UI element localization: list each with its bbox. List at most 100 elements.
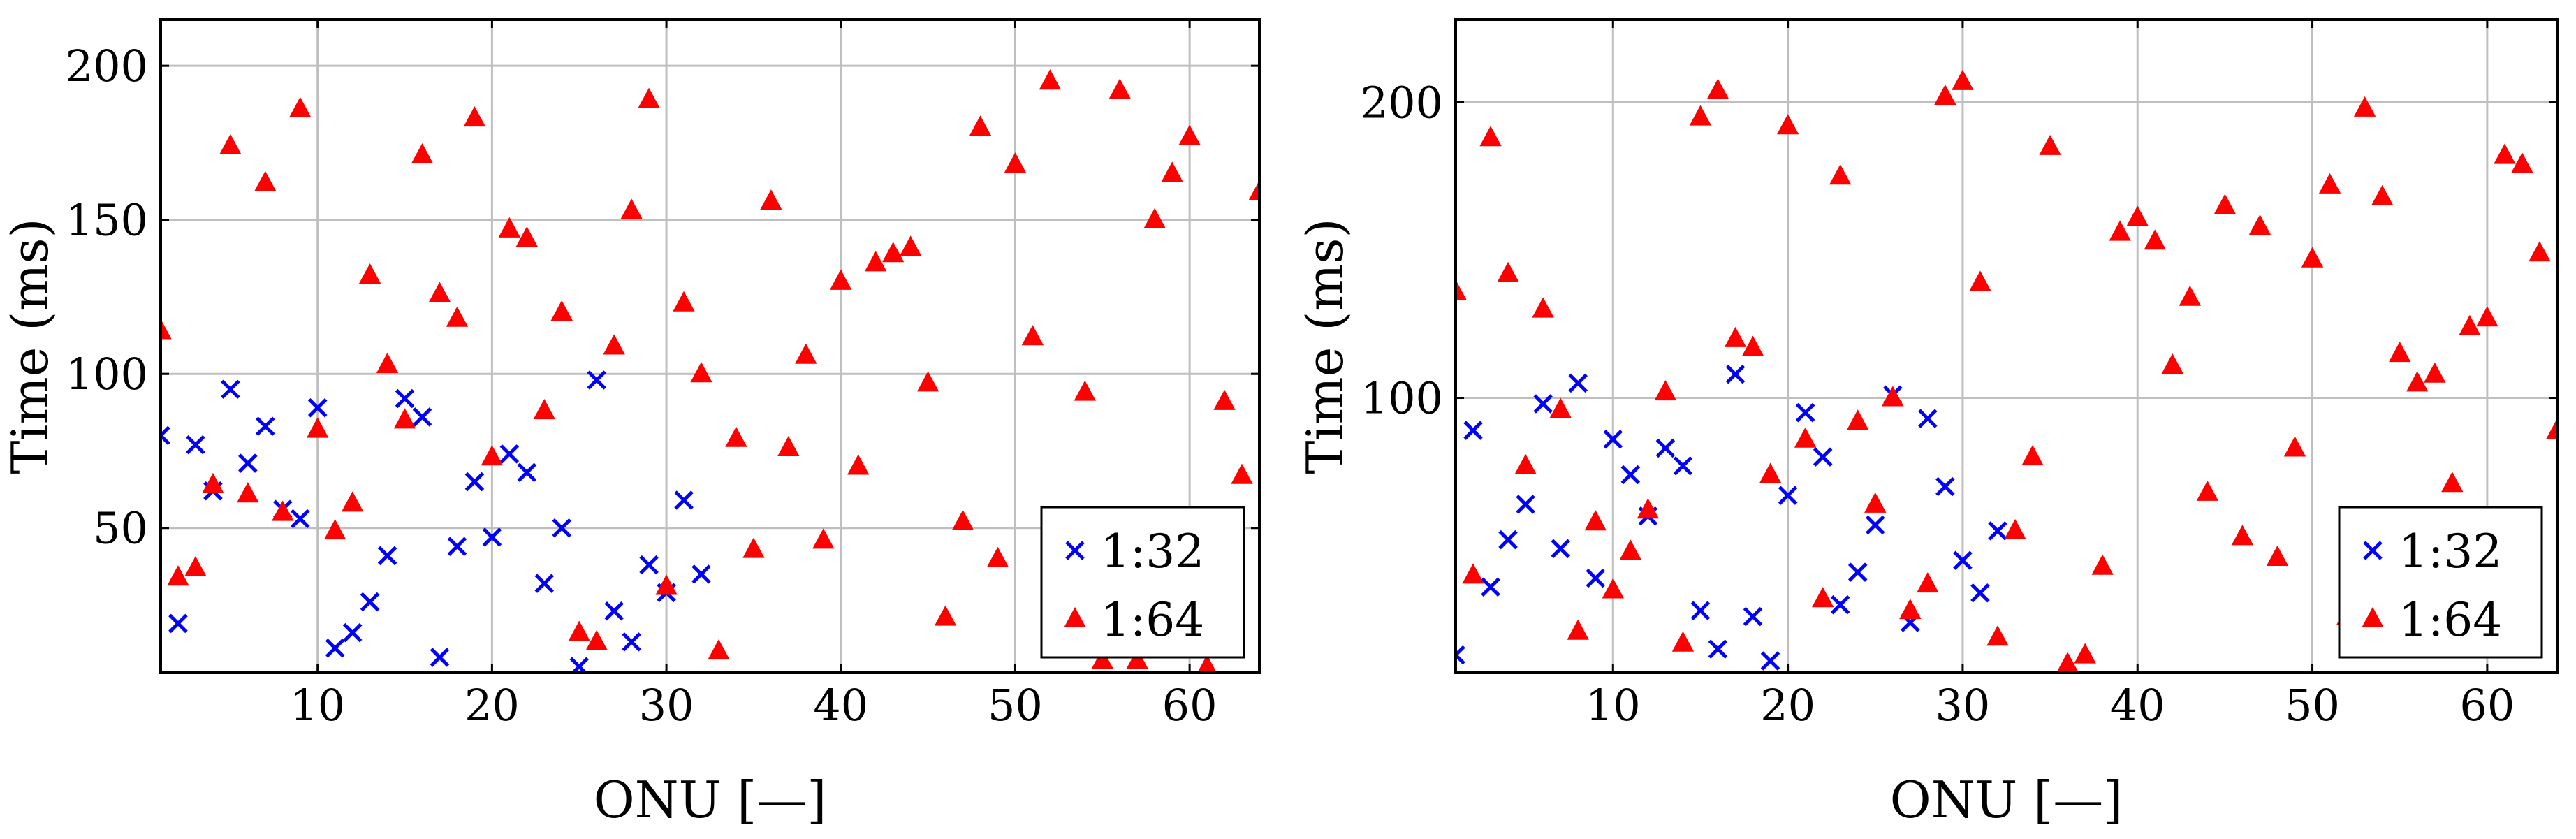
data-point-triangle: [202, 472, 224, 493]
x-tick-label: 30: [639, 680, 694, 731]
data-point-triangle: [568, 620, 590, 641]
data-point-x: [1533, 394, 1553, 414]
data-point-triangle: [2021, 445, 2044, 466]
data-point-triangle: [2283, 436, 2306, 457]
data-point-triangle: [916, 371, 939, 392]
series-1-64: [1456, 69, 2557, 673]
right-chart: 10 20 30 40 50 60 100 200 1:32 1:64 ONU [—] Time (m…: [1296, 18, 2559, 829]
data-point-triangle: [2301, 247, 2324, 268]
data-point-x: [1603, 430, 1623, 449]
data-point-triangle: [1462, 563, 1484, 584]
data-point-x: [464, 472, 485, 492]
x-tick-label: 30: [1935, 680, 1990, 731]
data-point-triangle: [341, 491, 364, 512]
data-point-x: [1795, 402, 1815, 423]
data-point-triangle: [1021, 325, 1044, 346]
data-point-triangle: [324, 519, 346, 540]
data-point-triangle: [1619, 539, 1641, 560]
data-point-triangle: [254, 170, 277, 191]
data-point-triangle: [986, 546, 1009, 567]
data-point-triangle: [1197, 655, 1217, 673]
data-point-triangle: [1231, 463, 1253, 484]
x-tick-label: 50: [2285, 680, 2340, 731]
y-tick-label: 100: [1361, 373, 1443, 424]
data-point-x: [447, 537, 467, 556]
data-point-x: [1953, 550, 1973, 570]
data-point-x: [1865, 515, 1885, 535]
data-point-x: [1655, 438, 1676, 458]
data-point-x: [1551, 539, 1570, 559]
data-point-x: [1778, 486, 1798, 505]
data-point-triangle: [1532, 297, 1554, 318]
data-point-triangle: [2179, 285, 2202, 306]
data-point-triangle: [1986, 625, 2009, 646]
data-point-triangle: [1514, 453, 1537, 474]
data-point-triangle: [446, 306, 469, 327]
data-point-triangle: [1741, 335, 1764, 356]
data-point-triangle: [2056, 652, 2079, 673]
legend-marker-triangle: [2362, 606, 2384, 627]
data-point-triangle: [2353, 96, 2376, 117]
series-1-32: [161, 370, 711, 673]
data-point-x: [1620, 465, 1641, 485]
data-point-x: [1568, 373, 1588, 393]
y-tick-label: 200: [66, 41, 148, 92]
data-point-triangle: [673, 291, 695, 312]
data-point-triangle: [1724, 326, 1747, 347]
data-point-x: [221, 379, 240, 400]
data-point-triangle: [1776, 114, 1799, 135]
data-point-triangle: [2511, 152, 2533, 173]
data-point-x: [639, 555, 659, 575]
data-point-triangle: [1567, 619, 1589, 640]
data-point-x: [1690, 601, 1711, 620]
data-point-triangle: [2144, 229, 2166, 250]
data-point-triangle: [1091, 648, 1113, 669]
data-point-x: [1760, 651, 1780, 671]
legend-label: 1:64: [2399, 593, 2502, 647]
data-point-x: [1970, 583, 1990, 603]
legend-label: 1:64: [1101, 593, 1204, 647]
data-marks: [1456, 69, 2557, 673]
data-point-x: [1830, 594, 1850, 615]
x-tick-label: 60: [2459, 680, 2515, 731]
data-point-triangle: [219, 133, 242, 154]
data-point-x: [517, 462, 537, 483]
data-point-triangle: [2459, 314, 2481, 335]
data-point-x: [622, 632, 641, 652]
data-point-triangle: [376, 352, 399, 373]
series-1-32: [1456, 364, 2007, 671]
data-point-triangle: [2318, 173, 2341, 194]
y-axis-label: Time (ms): [1296, 218, 1354, 474]
data-point-triangle: [272, 500, 294, 521]
x-axis-label: ONU [—]: [1890, 771, 2123, 829]
data-point-triangle: [795, 343, 817, 364]
data-point-triangle: [1039, 69, 1062, 90]
data-point-x: [552, 518, 572, 538]
data-point-triangle: [847, 454, 870, 475]
y-tick-label: 50: [93, 503, 148, 554]
data-point-triangle: [777, 435, 800, 457]
data-point-triangle: [1829, 164, 1852, 185]
x-tick-label: 20: [464, 680, 520, 731]
data-point-triangle: [1654, 379, 1677, 401]
data-point-triangle: [1004, 152, 1027, 173]
data-point-triangle: [655, 574, 678, 595]
data-point-triangle: [1811, 587, 1834, 608]
data-point-triangle: [1689, 105, 1712, 126]
data-point-x: [1498, 530, 1518, 550]
data-point-triangle: [2109, 220, 2131, 241]
data-point-x: [238, 453, 258, 473]
data-point-x: [1481, 577, 1500, 597]
data-point-triangle: [1248, 180, 1259, 200]
data-point-x: [1463, 421, 1483, 440]
data-point-x: [1586, 568, 1606, 588]
data-point-x: [1743, 606, 1763, 627]
data-point-triangle: [899, 235, 922, 256]
x-tick-label: 20: [1760, 680, 1815, 731]
data-point-x: [1673, 456, 1693, 476]
data-point-x: [604, 601, 624, 621]
data-point-triangle: [690, 362, 712, 383]
data-point-triangle: [1497, 261, 1519, 282]
data-point-triangle: [1213, 389, 1236, 410]
x-axis-label: ONU [—]: [594, 771, 827, 829]
